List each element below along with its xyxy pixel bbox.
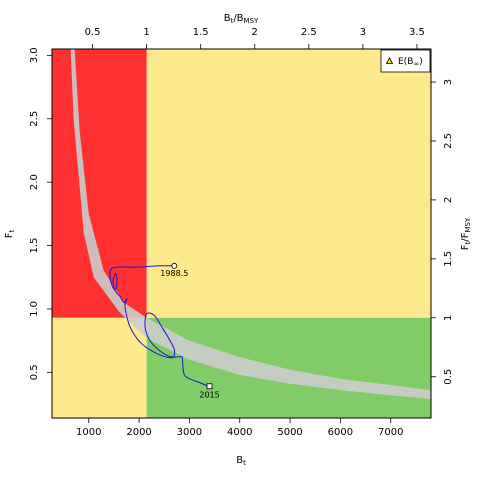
y-right-tick-label: 1.5 [443,251,454,267]
x-bottom-tick-label: 1000 [76,427,101,438]
y-axis-left-title: Ft [4,229,16,238]
annotation-layer: 1988.5 2015 [160,262,220,399]
x-axis-top-title: Bt/BMSY [224,13,259,25]
x-top-tick-label: 3 [360,27,366,38]
y-right-tick-label: 2.5 [443,133,454,149]
x-top-tick-label: 2 [252,27,258,38]
trajectory-end-point [206,383,213,390]
y-right-tick-label: 0.5 [443,369,454,385]
x-bottom-tick-label: 4000 [227,427,252,438]
legend-label: E(B∞) [398,57,423,68]
y-left-tick-label: 0.5 [29,364,40,380]
trajectory-layer [109,265,210,387]
x-bottom-tick-label: 2000 [126,427,151,438]
x-bottom-tick-label: 7000 [378,427,403,438]
quadrant-sustainable [146,317,431,418]
y-right-tick-label: 1 [443,315,454,321]
x-top-tick-label: 0.5 [85,27,101,38]
trajectory-start-label: 1988.5 [160,269,188,278]
x-axis-bottom-title: Bt [236,455,246,467]
y-left-tick-label: 1.5 [29,238,40,254]
y-right-tick-label: 2 [443,197,454,203]
x-top-tick-label: 2.5 [301,27,317,38]
x-top-tick-label: 1 [143,27,149,38]
quadrant-layer [52,49,431,418]
axes-layer: 1000 2000 3000 4000 5000 6000 7000 0.5 1 1.5 2 2.5 3… [29,27,454,438]
plot-frame [51,48,432,419]
trajectory-line [109,265,210,387]
y-right-tick-label: 3 [443,79,454,85]
y-axis-right-title: Ft/FMSY [460,217,472,250]
x-bottom-tick-label: 3000 [177,427,202,438]
x-bottom-tick-label: 5000 [277,427,302,438]
trajectory-start-point [171,262,178,269]
x-top-tick-label: 1.5 [193,27,209,38]
trajectory-end-label: 2015 [199,390,219,399]
y-left-tick-label: 2.5 [29,111,40,127]
legend-triangle-icon [385,57,394,64]
x-top-tick-label: 3.5 [409,27,425,38]
legend-box [380,49,431,73]
legend: E(B∞) [380,49,431,73]
quadrant-caution-bottom-left [52,317,147,418]
y-left-tick-label: 1.0 [29,301,40,317]
y-left-tick-label: 3.0 [29,47,40,63]
y-left-tick-label: 2.0 [29,174,40,190]
quadrant-caution-top-right [146,49,431,318]
x-bottom-tick-label: 6000 [328,427,353,438]
